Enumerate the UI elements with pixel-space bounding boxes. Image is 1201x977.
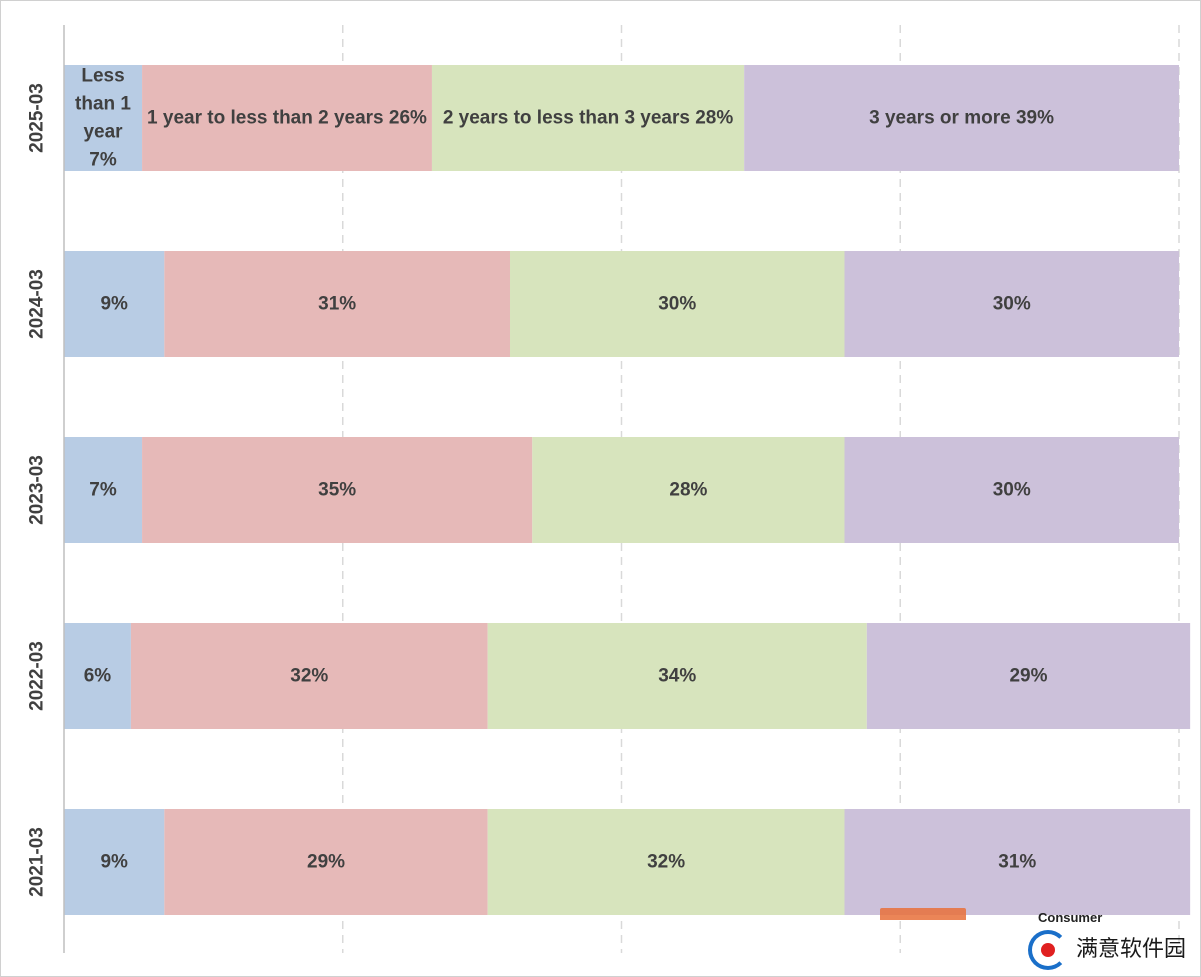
- bar-segment-2024-03-s3: [844, 251, 1179, 357]
- data-label-2024-03-s2: 30%: [658, 294, 696, 315]
- watermark: Consumer 满意软件园: [879, 908, 1186, 970]
- data-label-2023-03-s1: 35%: [318, 480, 356, 501]
- data-label-2025-03-s3: 3 years or more 39%: [869, 108, 1054, 129]
- bar-segment-2024-03-s0: [64, 251, 165, 357]
- category-label-2021-03: 2021-03: [27, 827, 48, 897]
- data-labels: Less than 1 year 7% 1 year to less than 2 ye…: [75, 66, 1054, 873]
- bar-segment-2021-03-s3: [844, 809, 1191, 915]
- bar-segment-2022-03-s3: [866, 623, 1191, 729]
- bar-segment-2021-03-s0: [64, 809, 165, 915]
- bar-segment-2025-03-s1: [142, 65, 432, 171]
- watermark-badge: Consumer: [1037, 910, 1103, 925]
- category-label-2025-03: 2025-03: [27, 83, 48, 153]
- watermark-logo-icon: [1027, 930, 1068, 970]
- data-label-2024-03-s1: 31%: [318, 294, 356, 315]
- data-label-2022-03-s0: 6%: [84, 666, 112, 687]
- data-label-2021-03-s2: 32%: [647, 852, 685, 873]
- data-label-2022-03-s2: 34%: [658, 666, 696, 687]
- category-label-2022-03: 2022-03: [27, 641, 48, 711]
- data-label-2022-03-s3: 29%: [1009, 666, 1047, 687]
- category-labels: 2025-03 2024-03 2023-03 2022-03 2021-03: [27, 83, 48, 897]
- category-label-2023-03: 2023-03: [27, 455, 48, 525]
- data-label-2021-03-s1: 29%: [307, 852, 345, 873]
- bar-segment-2021-03-s2: [487, 809, 845, 915]
- data-label-2021-03-s0: 9%: [100, 852, 128, 873]
- category-label-2024-03: 2024-03: [27, 269, 48, 339]
- bar-segment-2023-03-s1: [142, 437, 533, 543]
- bar-segment-2023-03-s0: [64, 437, 143, 543]
- bar-segment-2022-03-s0: [64, 623, 131, 729]
- watermark-text: 满意软件园: [1075, 937, 1186, 962]
- data-label-2024-03-s3: 30%: [993, 294, 1031, 315]
- watermark-logo-strip: [879, 908, 966, 920]
- bar-segment-2022-03-s1: [130, 623, 488, 729]
- bar-segment-2025-03-s0: [64, 65, 143, 171]
- data-label-2025-03-s2: 2 years to less than 3 years 28%: [443, 108, 734, 129]
- data-label-2023-03-s0: 7%: [89, 480, 117, 501]
- bar-segment-2022-03-s2: [487, 623, 867, 729]
- data-label-2025-03-s1: 1 year to less than 2 years 26%: [147, 108, 427, 129]
- bar-segment-2023-03-s3: [844, 437, 1179, 543]
- bar-segment-2024-03-s2: [510, 251, 845, 357]
- data-label-2024-03-s0: 9%: [100, 294, 128, 315]
- bar-segment-2025-03-s3: [744, 65, 1179, 171]
- data-label-2025-03-s0: Less than 1 year 7%: [75, 66, 131, 171]
- bar-segment-2025-03-s2: [431, 65, 745, 171]
- bar-segment-2024-03-s1: [164, 251, 510, 357]
- data-label-2022-03-s1: 32%: [290, 666, 328, 687]
- bar-segment-2021-03-s1: [164, 809, 488, 915]
- watermark-logo-dot: [1040, 943, 1055, 957]
- data-label-2023-03-s2: 28%: [669, 480, 707, 501]
- bar-segment-2023-03-s2: [532, 437, 845, 543]
- bars: [64, 65, 1191, 915]
- data-label-2021-03-s3: 31%: [998, 852, 1036, 873]
- data-label-2023-03-s3: 30%: [993, 480, 1031, 501]
